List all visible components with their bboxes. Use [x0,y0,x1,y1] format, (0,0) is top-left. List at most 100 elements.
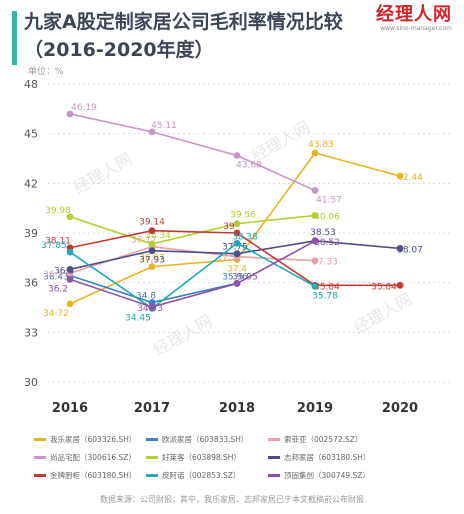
y-tick-label: 45 [24,128,38,141]
data-point [66,213,74,221]
data-label: 39 [223,222,235,232]
x-tick-label: 2020 [382,401,418,416]
x-tick-label: 2019 [297,401,333,416]
data-label: 35.84 [371,282,397,292]
x-tick-label: 2016 [52,401,88,416]
chart-title: 九家A股定制家居公司毛利率情况比较 （2016-2020年度） [24,8,343,64]
legend-item: 好莱客（603898.SH） [146,452,241,463]
data-point [66,266,74,273]
data-point [66,275,74,283]
data-point [311,257,319,265]
legend-label: 索菲亚（002572.SZ） [284,435,363,444]
legend-swatch [268,438,280,441]
data-point [233,229,241,237]
legend-label: 好莱客（603898.SH） [162,453,241,462]
legend-swatch [146,456,158,459]
y-tick-label: 36 [24,277,38,290]
data-label: 39.98 [45,206,71,216]
data-label: 37.85 [41,241,67,251]
legend-swatch [146,474,158,477]
data-point [148,227,156,235]
series-line [69,242,316,310]
data-label: 34.45 [125,313,151,323]
data-point [396,281,404,289]
data-label: 36.43 [43,273,69,283]
legend-swatch [268,474,280,477]
data-label: 34.53 [137,304,163,314]
data-point [396,172,404,180]
data-label: 38.52 [314,238,340,248]
data-label: 46.19 [71,103,97,113]
data-label: 42.44 [397,173,423,183]
data-label: 39.14 [139,218,165,228]
data-point [66,110,74,118]
data-point [396,244,404,252]
data-point [233,239,241,247]
data-label: 38.07 [397,245,423,255]
data-point [233,220,241,228]
y-tick-label: 42 [24,177,38,190]
data-point [66,300,74,308]
data-label: 45.11 [151,121,177,131]
data-label: 43.83 [308,140,334,150]
x-tick-label: 2018 [219,401,255,416]
legend-label: 志邦家居（603180.SH） [284,453,371,462]
data-label: 36.2 [48,284,68,294]
data-point [311,237,319,245]
unit-label: 单位：% [28,67,64,77]
data-point [311,212,319,219]
data-label: 36.97 [139,254,165,264]
chart-title-line1: 九家A股定制家居公司毛利率情况比较 [24,11,343,33]
data-label: 36.8 [54,266,74,276]
data-point [233,250,241,258]
series-line [69,240,316,308]
data-label: 38.38 [232,232,258,242]
legend-label: 尚品宅配（300616.SZ） [50,453,136,462]
legend-item: 志邦家居（603180.SH） [268,452,370,463]
y-tick-label: 48 [24,78,38,91]
data-point [148,263,156,271]
data-point [311,282,319,290]
legend-swatch [146,438,158,441]
data-label: 35.84 [314,282,340,292]
data-label: 35.78 [312,291,338,301]
data-label: 37.57 [216,254,242,264]
data-point [311,187,319,194]
legend-item: 欧派家居（603833.SH） [146,434,248,445]
data-label: 35.95 [232,272,258,282]
data-label: 39.56 [230,211,256,221]
data-point [148,240,156,248]
legend-item: 尚品宅配（300616.SZ） [34,452,136,463]
legend-swatch [34,438,46,441]
data-point [66,248,74,256]
y-tick-label: 30 [24,376,38,389]
legend-swatch [268,456,280,459]
data-label: 37.33 [312,258,338,268]
legend-label: 欧派家居（603833.SH） [162,435,249,444]
data-label: 37.75 [222,243,248,253]
legend-item: 皮阿诺（002853.SZ） [146,470,240,481]
data-label: 38.11 [45,237,71,247]
title-accent-bar [12,11,17,65]
legend-item: 索菲亚（002572.SZ） [268,434,362,445]
logo-text: 经理人网 [376,4,452,25]
data-label: 34.72 [43,309,69,319]
legend-label: 我乐家居（603326.SH） [50,435,137,444]
legend-label: 顶固集创（300749.SZ） [284,471,370,480]
data-label: 34.8 [136,292,156,302]
data-label: 43.68 [236,161,262,171]
legend-item: 我乐家居（603326.SH） [34,434,136,445]
data-point [148,247,156,255]
line-chart: 30 33 36 39 42 45 48 2016 2017 2018 2019 2020 34.72 3… [24,78,452,416]
data-point [148,128,156,136]
series-line [69,214,316,245]
data-point [311,149,319,157]
data-point [233,280,241,287]
x-tick-label: 2017 [134,401,170,416]
data-label: 37.93 [139,256,165,266]
data-point [148,303,156,311]
data-label: 40.06 [314,212,340,222]
data-label: 38.53 [310,228,336,238]
data-label: 36.57 [43,270,69,280]
chart-title-line2: （2016-2020年度） [24,39,214,61]
